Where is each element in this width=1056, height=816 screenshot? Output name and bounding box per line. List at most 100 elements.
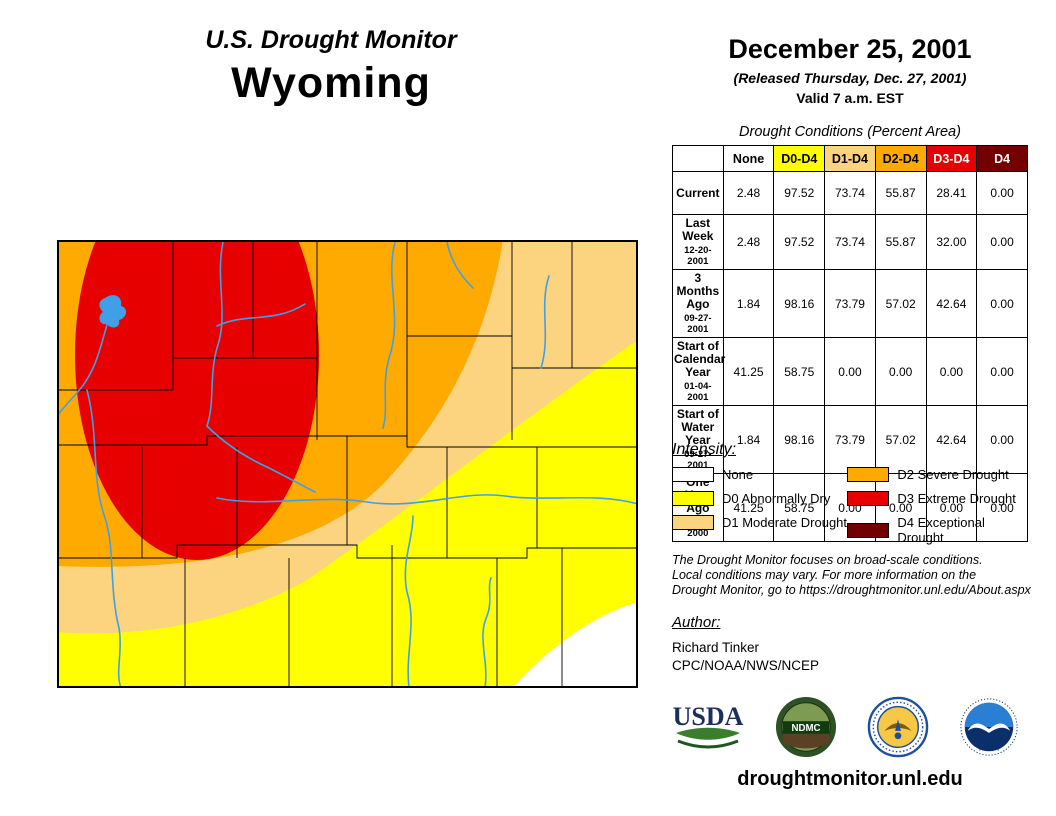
release-date: (Released Thursday, Dec. 27, 2001) bbox=[733, 70, 967, 86]
legend-item: D2 Severe Drought bbox=[847, 467, 1032, 482]
column-header-d2-d4: D2-D4 bbox=[874, 145, 927, 172]
table-row: Last Week 12-20-2001 2.48 97.52 73.74 55.87 32… bbox=[672, 214, 1028, 270]
table-value: 73.74 bbox=[824, 171, 876, 215]
state-outline bbox=[57, 240, 638, 688]
row-label: Last Week 12-20-2001 bbox=[672, 214, 724, 270]
valid-time: Valid 7 a.m. EST bbox=[796, 90, 904, 106]
table-value: 97.52 bbox=[773, 214, 826, 270]
website-url: droughtmonitor.unl.edu bbox=[737, 768, 963, 790]
legend-item: D4 Exceptional Drought bbox=[847, 515, 1032, 545]
report-title: U.S. Drought Monitor bbox=[205, 26, 457, 54]
column-header-d0-d4: D0-D4 bbox=[773, 145, 826, 172]
wyoming-drought-map bbox=[57, 240, 638, 688]
row-label: Current bbox=[672, 171, 724, 215]
legend-label: None bbox=[722, 467, 754, 482]
column-header-d3-d4: D3-D4 bbox=[925, 145, 978, 172]
north-platte-south bbox=[404, 515, 414, 688]
table-value: 0.00 bbox=[925, 337, 978, 406]
legend-swatch bbox=[672, 515, 714, 530]
table-value: 57.02 bbox=[874, 405, 927, 474]
row-label: Start of Calendar Year 01-04-2001 bbox=[672, 337, 725, 406]
legend-item: None bbox=[672, 467, 847, 482]
table-value: 73.79 bbox=[824, 405, 876, 474]
laramie-river bbox=[482, 577, 492, 688]
column-header-d1-d4: D1-D4 bbox=[824, 145, 876, 172]
table-value: 55.87 bbox=[874, 214, 927, 270]
table-value: 0.00 bbox=[976, 269, 1028, 338]
table-value: 42.64 bbox=[925, 269, 978, 338]
ndmc-logo-text: NDMC bbox=[792, 723, 821, 734]
bighorn-river bbox=[206, 241, 224, 427]
table-row: Current 2.48 97.52 73.74 55.87 28.41 0.00 bbox=[672, 171, 1028, 215]
disclaimer-text: The Drought Monitor focuses on broad-sca… bbox=[672, 553, 1031, 597]
date-block: December 25, 2001 (Released Thursday, De… bbox=[662, 34, 1038, 106]
title-block: U.S. Drought Monitor Wyoming bbox=[0, 26, 662, 108]
noaa-logo-text: NOAA bbox=[979, 745, 999, 752]
table-value: 0.00 bbox=[976, 171, 1028, 215]
usda-logo-text: USDA bbox=[673, 702, 744, 731]
table-value: 42.64 bbox=[925, 405, 978, 474]
drought-conditions-table: None D0-D4 D1-D4 D2-D4 D3-D4 D4 Current 2.48 97… bbox=[672, 145, 1028, 542]
powder-river bbox=[382, 241, 396, 429]
table-value: 97.52 bbox=[773, 171, 826, 215]
legend-swatch bbox=[847, 491, 890, 506]
legend-item: D1 Moderate Drought bbox=[672, 515, 847, 530]
table-row: Start of Water Year 09-27-2001 1.84 98.16 73… bbox=[672, 405, 1028, 474]
right-column: December 25, 2001 (Released Thursday, De… bbox=[662, 0, 1052, 816]
table-value: 41.25 bbox=[722, 337, 775, 406]
table-value: 0.00 bbox=[976, 473, 1028, 542]
table-value: 55.87 bbox=[874, 171, 927, 215]
legend-item: D0 Abnormally Dry bbox=[672, 491, 847, 506]
ndmc-logo: NDMC bbox=[776, 696, 837, 758]
corner-cell bbox=[672, 145, 724, 172]
table-header-row: None D0-D4 D1-D4 D2-D4 D3-D4 D4 bbox=[672, 145, 1028, 172]
table-value: 0.00 bbox=[874, 337, 927, 406]
intensity-legend: Intensity: None D0 Abnormally Dry D1 Moder… bbox=[672, 441, 1032, 545]
legend-title: Intensity: bbox=[672, 441, 737, 458]
legend-swatch bbox=[672, 491, 714, 506]
north-platte-river bbox=[216, 494, 638, 505]
map-date: December 25, 2001 bbox=[728, 34, 972, 64]
author-org: CPC/NOAA/NWS/NCEP bbox=[672, 658, 820, 673]
table-value: 58.75 bbox=[773, 473, 826, 542]
table-value: 0.00 bbox=[976, 337, 1028, 406]
table-value: 98.16 bbox=[773, 405, 826, 474]
legend-label: D0 Abnormally Dry bbox=[722, 491, 831, 506]
table-row: Start of Calendar Year 01-04-2001 41.25 58.… bbox=[672, 337, 1028, 406]
legend-label: D3 Extreme Drought bbox=[897, 491, 1016, 506]
table-row: 3 Months Ago 09-27-2001 1.84 98.16 73.79 57.0… bbox=[672, 269, 1028, 338]
commerce-seal bbox=[867, 696, 928, 758]
yellowstone-lake bbox=[99, 295, 127, 328]
author-block: Author: Richard Tinker CPC/NOAA/NWS/NCEP bbox=[672, 614, 819, 675]
table-value: 73.74 bbox=[824, 214, 876, 270]
row-label: 3 Months Ago 09-27-2001 bbox=[672, 269, 724, 338]
agency-logos: USDA NDMC bbox=[670, 696, 1020, 758]
table-value: 58.75 bbox=[773, 337, 826, 406]
usda-logo: USDA bbox=[673, 702, 744, 749]
table-value: 1.84 bbox=[722, 269, 775, 338]
table-value: 41.25 bbox=[722, 473, 775, 542]
table-value: 2.48 bbox=[722, 214, 775, 270]
wind-river bbox=[206, 425, 316, 493]
noaa-logo: NOAA bbox=[958, 696, 1020, 758]
state-name: Wyoming bbox=[231, 59, 431, 107]
row-label: Start of Water Year 09-27-2001 bbox=[672, 405, 724, 474]
author-name: Richard Tinker bbox=[672, 640, 760, 655]
table-value: 0.00 bbox=[976, 214, 1028, 270]
green-river bbox=[86, 389, 122, 688]
table-value: 28.41 bbox=[925, 171, 978, 215]
table-value: 57.02 bbox=[874, 269, 927, 338]
legend-item: D3 Extreme Drought bbox=[847, 491, 1032, 506]
table-title: Drought Conditions (Percent Area) bbox=[739, 124, 961, 140]
legend-swatch bbox=[847, 522, 890, 538]
table-value: 0.00 bbox=[976, 405, 1028, 474]
d3-region bbox=[75, 240, 319, 560]
table-value: 73.79 bbox=[824, 269, 876, 338]
table-value: 98.16 bbox=[773, 269, 826, 338]
author-heading: Author: bbox=[672, 614, 721, 631]
legend-swatch bbox=[672, 467, 714, 482]
legend-label: D2 Severe Drought bbox=[897, 467, 1009, 482]
legend-label: D4 Exceptional Drought bbox=[897, 515, 985, 545]
belle-fourche-river bbox=[540, 275, 550, 369]
